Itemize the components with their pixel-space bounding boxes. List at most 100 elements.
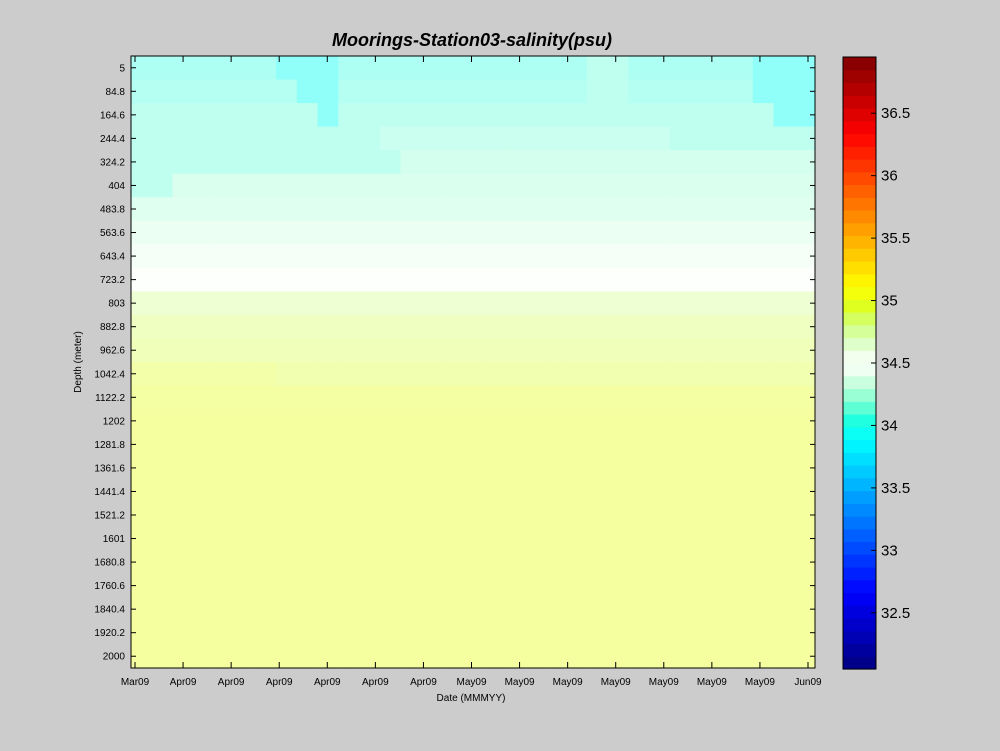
heatmap-cell	[752, 644, 775, 669]
colorbar-tick-label: 34.5	[881, 355, 910, 372]
heatmap-cell	[545, 479, 567, 504]
heatmap-cell	[711, 197, 733, 222]
heatmap-cell	[276, 126, 298, 151]
heatmap-cell	[794, 620, 816, 646]
heatmap-cell	[607, 314, 630, 340]
heatmap-cell	[794, 244, 816, 269]
heatmap-cell	[649, 291, 671, 316]
colorbar-band	[843, 452, 876, 466]
heatmap-cell	[359, 173, 381, 198]
heatmap-cell	[317, 503, 339, 528]
x-tick-label: May09	[553, 677, 583, 688]
heatmap-cell	[359, 314, 381, 340]
heatmap-cell	[213, 291, 236, 316]
heatmap-cell	[628, 620, 650, 646]
heatmap-cell	[400, 385, 422, 410]
heatmap-cell	[690, 244, 712, 269]
heatmap-cell	[359, 220, 381, 245]
heatmap-cell	[421, 362, 443, 387]
heatmap-cell	[193, 197, 215, 222]
heatmap-cell	[587, 620, 609, 646]
heatmap-cell	[773, 338, 795, 363]
heatmap-cell	[545, 197, 567, 222]
heatmap-cell	[649, 362, 671, 387]
heatmap-cell	[649, 550, 671, 575]
heatmap-cell	[338, 409, 360, 434]
heatmap-cell	[317, 338, 339, 363]
heatmap-cell	[338, 362, 360, 387]
heatmap-cell	[234, 526, 256, 551]
heatmap-cell	[172, 267, 194, 292]
chart-title: Moorings-Station03-salinity(psu)	[332, 30, 612, 50]
heatmap-cell	[193, 432, 215, 457]
colorbar-band	[843, 656, 876, 670]
heatmap-cell	[213, 126, 236, 151]
heatmap-cell	[255, 550, 277, 575]
heatmap-cell	[587, 385, 609, 410]
colorbar-tick-label: 33	[881, 542, 898, 559]
heatmap-cell	[213, 197, 236, 222]
heatmap-cell	[483, 197, 505, 222]
heatmap-cell	[669, 550, 692, 575]
heatmap-cell	[213, 456, 236, 481]
heatmap-cell	[379, 197, 402, 222]
y-tick-label: 1760.6	[94, 581, 125, 592]
heatmap-cell	[524, 244, 547, 269]
heatmap-cell	[504, 338, 526, 363]
heatmap-cell	[193, 244, 215, 269]
heatmap-cell	[462, 385, 484, 410]
heatmap-cell	[483, 150, 505, 175]
heatmap-cell	[773, 573, 795, 598]
heatmap-cell	[213, 173, 236, 198]
heatmap-cell	[338, 291, 360, 316]
heatmap-cell	[421, 409, 443, 434]
y-tick-label: 962.6	[100, 346, 125, 357]
heatmap-cell	[379, 550, 402, 575]
heatmap-cell	[296, 362, 319, 387]
heatmap-cell	[193, 291, 215, 316]
heatmap-cell	[794, 197, 816, 222]
heatmap-cell	[711, 56, 733, 81]
heatmap-cell	[607, 150, 630, 175]
heatmap-cell	[711, 620, 733, 646]
heatmap-cell	[151, 126, 174, 151]
heatmap-cell	[628, 173, 650, 198]
heatmap-cell	[193, 597, 215, 622]
heatmap-cell	[296, 197, 319, 222]
heatmap-cell	[483, 409, 505, 434]
heatmap-cell	[151, 620, 174, 646]
heatmap-cell	[234, 291, 256, 316]
heatmap-cell	[773, 79, 795, 104]
heatmap-cell	[441, 503, 464, 528]
colorbar-band	[843, 133, 876, 147]
heatmap-cell	[131, 173, 153, 198]
heatmap-cell	[628, 503, 650, 528]
heatmap-cell	[732, 456, 754, 481]
colorbar-band	[843, 375, 876, 390]
heatmap-cell	[234, 432, 256, 457]
heatmap-cell	[317, 362, 339, 387]
y-tick-label: 404	[108, 181, 125, 192]
heatmap-cell	[234, 126, 256, 151]
heatmap-cell	[213, 220, 236, 245]
heatmap-cell	[379, 479, 402, 504]
heatmap-cell	[566, 644, 588, 669]
heatmap-cell	[421, 644, 443, 669]
heatmap-cell	[400, 644, 422, 669]
heatmap-cell	[276, 197, 298, 222]
heatmap-cell	[379, 620, 402, 646]
heatmap-cell	[483, 79, 505, 104]
heatmap-cell	[379, 291, 402, 316]
heatmap-cell	[504, 409, 526, 434]
heatmap-cell	[296, 432, 319, 457]
heatmap-cell	[172, 126, 194, 151]
heatmap-cell	[234, 597, 256, 622]
heatmap-cell	[441, 103, 464, 128]
colorbar-band	[843, 426, 876, 441]
heatmap-cell	[441, 79, 464, 104]
heatmap-cell	[628, 573, 650, 598]
heatmap-cell	[213, 103, 236, 128]
heatmap-cell	[317, 479, 339, 504]
heatmap-cell	[732, 362, 754, 387]
heatmap-cell	[276, 362, 298, 387]
